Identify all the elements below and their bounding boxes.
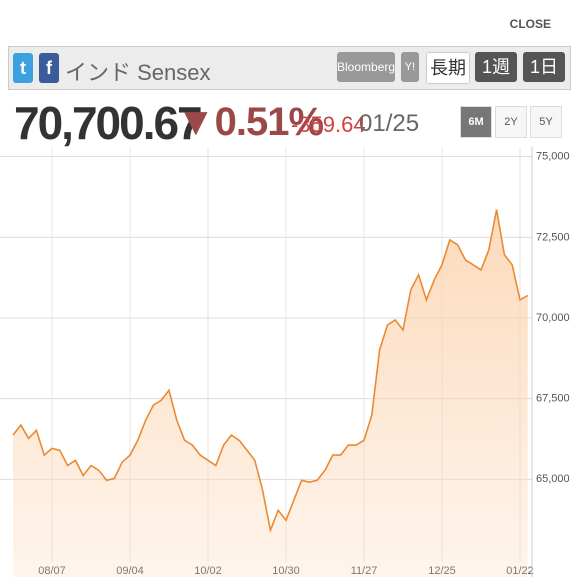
button[interactable]: 長期 bbox=[426, 52, 470, 84]
twitter-icon[interactable]: t bbox=[13, 53, 33, 83]
y-tick-label: 75,000 bbox=[536, 151, 570, 163]
y-tick-label: 65,000 bbox=[536, 473, 570, 485]
title: インド Sensex bbox=[65, 60, 211, 85]
area bbox=[13, 209, 528, 577]
date: 01/25 bbox=[359, 110, 420, 137]
close-button[interactable]: CLOSE bbox=[509, 17, 551, 31]
range-button[interactable]: 5Y bbox=[530, 106, 562, 138]
y-tick-label: 67,500 bbox=[536, 393, 570, 405]
line bbox=[12, 209, 529, 534]
button[interactable]: 1日 bbox=[523, 52, 565, 82]
button[interactable]: Bloomberg bbox=[337, 52, 395, 82]
button[interactable]: Y! bbox=[401, 52, 419, 82]
y-tick-label: 72,500 bbox=[536, 231, 570, 243]
y-tick-label: 70,000 bbox=[536, 312, 570, 324]
button[interactable]: 1週 bbox=[475, 52, 517, 82]
chart: 65,00067,50070,00072,50075,00008/0709/04… bbox=[0, 147, 570, 577]
range-button[interactable]: 6M bbox=[460, 106, 492, 138]
change-percent: ▼0.51% bbox=[176, 100, 324, 144]
price: 70,700.67 bbox=[14, 97, 203, 149]
change: -359.64 bbox=[291, 112, 366, 137]
range-button[interactable]: 2Y bbox=[495, 106, 527, 138]
header-bar: t f インド Sensex Bloomberg Y! 長期 1週 1日 bbox=[8, 46, 571, 90]
facebook-icon[interactable]: f bbox=[39, 53, 59, 83]
